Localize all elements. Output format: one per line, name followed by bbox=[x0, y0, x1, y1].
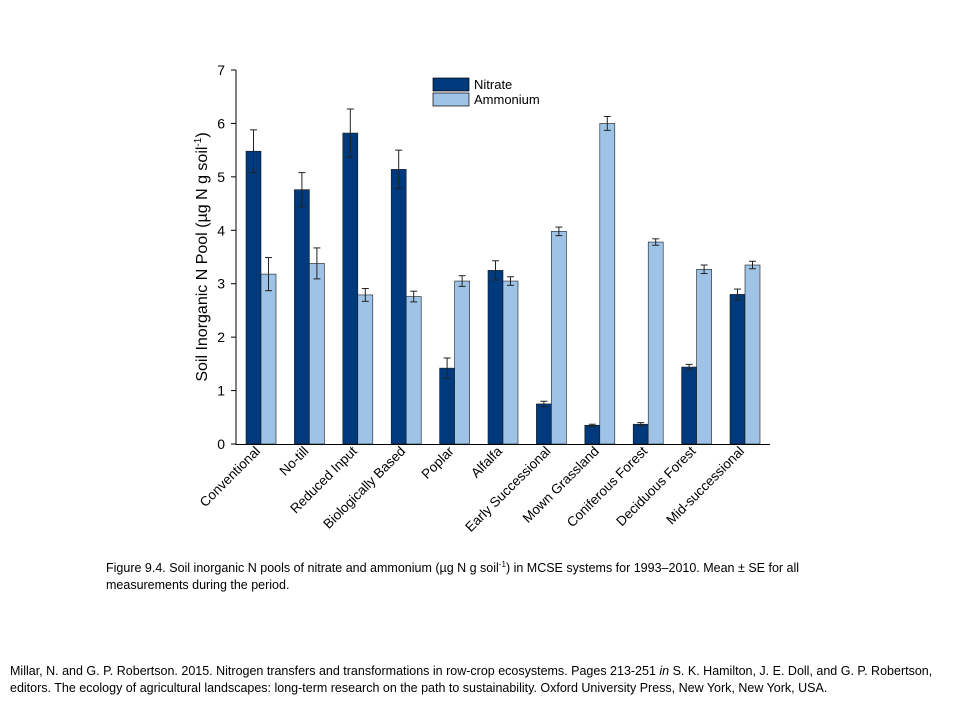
caption-text-end: ) in MCSE systems for 1993–2010. Mean ± … bbox=[106, 561, 800, 592]
bar-nitrate bbox=[294, 189, 310, 445]
y-tick-label: 5 bbox=[217, 169, 225, 185]
bar-nitrate bbox=[632, 423, 649, 445]
y-axis-label: Soil Inorganic N Pool (µg N g soil-1) bbox=[193, 132, 211, 381]
bar-ammonium bbox=[357, 294, 374, 445]
x-tick-label: Early Successional bbox=[462, 444, 553, 535]
citation: Millar, N. and G. P. Robertson. 2015. Ni… bbox=[10, 663, 940, 697]
y-tick-label: 6 bbox=[217, 115, 225, 131]
bar-nitrate bbox=[245, 150, 262, 445]
bar-nitrate bbox=[584, 424, 601, 445]
legend-label-ammonium: Ammonium bbox=[474, 92, 540, 107]
y-tick-label: 3 bbox=[217, 276, 225, 292]
bar-ammonium bbox=[454, 280, 470, 445]
caption-text: Figure 9.4. Soil inorganic N pools of ni… bbox=[106, 561, 499, 575]
x-tick-label: Conventional bbox=[197, 444, 263, 510]
legend-swatch-nitrate bbox=[432, 77, 470, 92]
y-ticks: 0 1 2 3 4 5 6 7 bbox=[217, 62, 236, 452]
y-axis-label-superscript: -1 bbox=[193, 137, 204, 146]
bar-ammonium bbox=[405, 296, 422, 445]
y-tick-label: 7 bbox=[217, 62, 225, 78]
y-tick-label: 2 bbox=[217, 329, 225, 345]
bar-ammonium bbox=[696, 268, 712, 445]
x-tick-label: Poplar bbox=[419, 443, 458, 482]
y-tick-label: 4 bbox=[217, 222, 225, 238]
bar-nitrate bbox=[536, 403, 552, 445]
bar-nitrate bbox=[681, 366, 697, 445]
y-tick-label: 1 bbox=[217, 383, 225, 399]
x-tick-label: No-till bbox=[277, 444, 312, 479]
bar-nitrate bbox=[729, 294, 746, 445]
y-axis-label-main: Soil Inorganic N Pool (µg N g soil bbox=[194, 147, 211, 382]
bar-nitrate bbox=[439, 367, 455, 445]
bar-nitrate bbox=[342, 132, 359, 445]
bar-ammonium bbox=[551, 231, 567, 445]
bar-ammonium bbox=[502, 280, 519, 445]
citation-text-end: S. K. Hamilton, J. E. Doll, and G. P. Ro… bbox=[10, 664, 933, 695]
citation-in: in bbox=[659, 664, 670, 678]
figure-caption: Figure 9.4. Soil inorganic N pools of ni… bbox=[106, 560, 866, 594]
x-tick-label: Alfalfa bbox=[468, 443, 505, 480]
x-tick-label: Coniferous Forest bbox=[564, 443, 651, 530]
y-tick-label: 0 bbox=[217, 436, 225, 452]
x-tick-label: Biologically Based bbox=[320, 444, 408, 532]
bar-nitrate bbox=[487, 270, 504, 445]
caption-superscript: -1 bbox=[498, 559, 506, 569]
bar-ammonium bbox=[309, 263, 325, 445]
bars bbox=[245, 108, 761, 445]
y-axis-label-end: ) bbox=[194, 132, 211, 137]
bar-ammonium bbox=[599, 123, 616, 445]
legend-swatch-ammonium bbox=[432, 92, 470, 107]
bar-ammonium bbox=[260, 273, 277, 445]
bar-ammonium bbox=[647, 241, 664, 445]
bar-nitrate bbox=[390, 169, 407, 445]
bar-ammonium bbox=[744, 264, 761, 445]
legend-label-nitrate: Nitrate bbox=[474, 77, 512, 92]
legend: Nitrate Ammonium bbox=[432, 77, 540, 107]
axes bbox=[235, 70, 770, 445]
citation-text: Millar, N. and G. P. Robertson. 2015. Ni… bbox=[10, 664, 660, 678]
